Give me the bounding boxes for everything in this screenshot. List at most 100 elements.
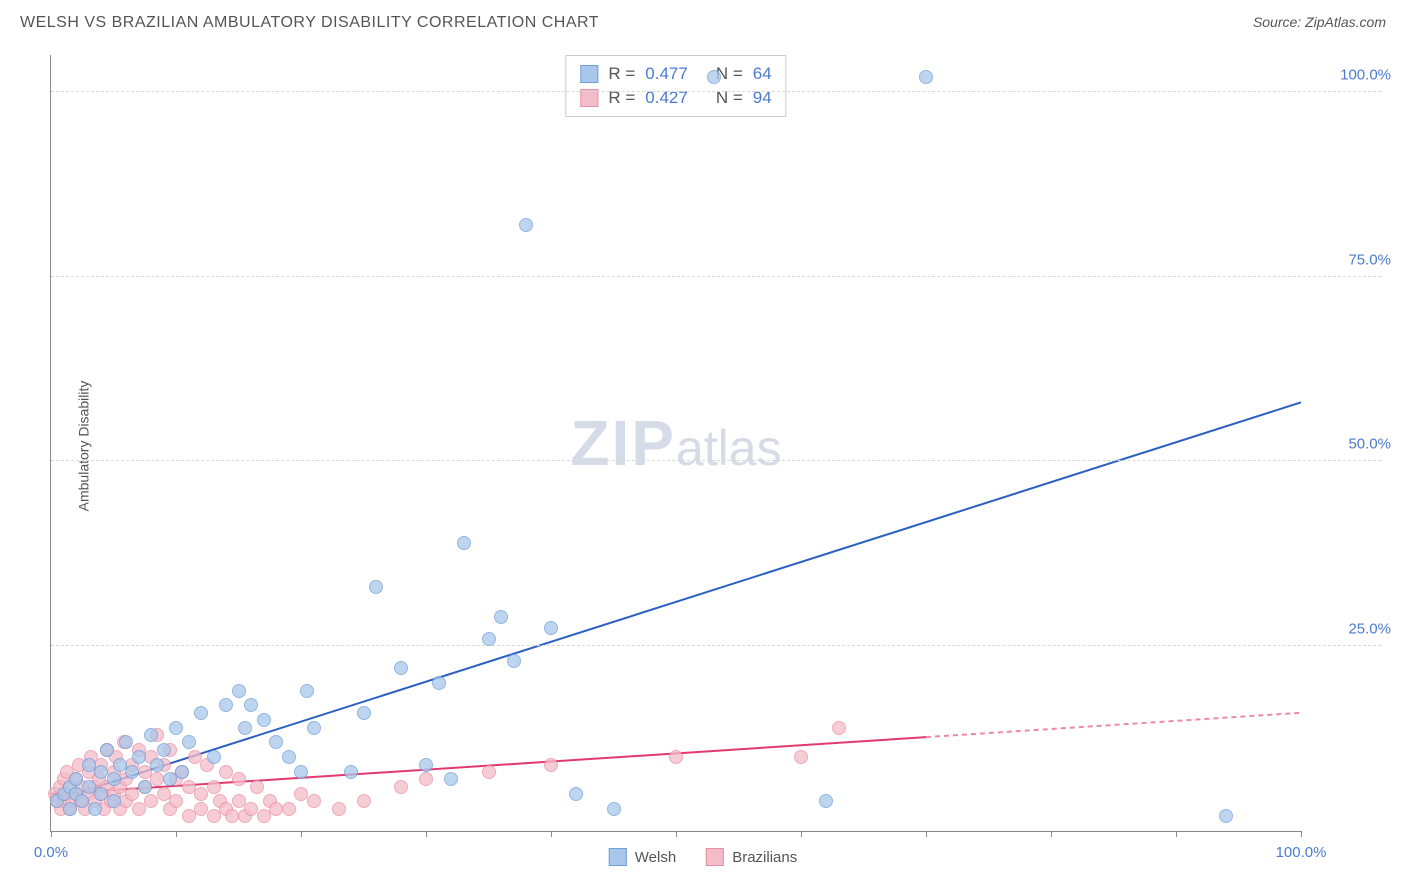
chart-source: Source: ZipAtlas.com — [1253, 14, 1386, 30]
scatter-point — [544, 621, 558, 635]
scatter-point — [482, 765, 496, 779]
scatter-point — [307, 721, 321, 735]
scatter-point — [132, 802, 146, 816]
scatter-point — [344, 765, 358, 779]
scatter-point — [832, 721, 846, 735]
scatter-point — [157, 743, 171, 757]
x-tick — [801, 831, 802, 837]
stats-row: R =0.477N =64 — [580, 62, 771, 86]
legend-swatch — [580, 65, 598, 83]
scatter-point — [444, 772, 458, 786]
scatter-point — [269, 735, 283, 749]
scatter-point — [107, 772, 121, 786]
x-tick — [51, 831, 52, 837]
x-tick — [426, 831, 427, 837]
scatter-point — [207, 750, 221, 764]
x-tick — [676, 831, 677, 837]
scatter-point — [119, 735, 133, 749]
scatter-point — [107, 794, 121, 808]
scatter-point — [394, 661, 408, 675]
scatter-point — [125, 787, 139, 801]
scatter-point — [707, 70, 721, 84]
scatter-point — [569, 787, 583, 801]
scatter-point — [194, 787, 208, 801]
trend-lines — [51, 55, 1301, 831]
scatter-point — [419, 758, 433, 772]
x-tick — [1176, 831, 1177, 837]
legend-label: Welsh — [635, 849, 676, 866]
plot-area: ZIPatlas R =0.477N =64R =0.427N =94 25.0… — [50, 55, 1301, 832]
gridline — [51, 276, 1381, 277]
x-tick — [176, 831, 177, 837]
scatter-point — [219, 698, 233, 712]
scatter-point — [300, 684, 314, 698]
scatter-point — [182, 735, 196, 749]
scatter-point — [250, 780, 264, 794]
scatter-point — [132, 750, 146, 764]
scatter-point — [282, 750, 296, 764]
scatter-point — [519, 218, 533, 232]
x-tick — [551, 831, 552, 837]
x-tick — [1301, 831, 1302, 837]
scatter-point — [207, 809, 221, 823]
y-tick-label: 25.0% — [1311, 621, 1391, 638]
scatter-point — [138, 780, 152, 794]
scatter-point — [175, 765, 189, 779]
scatter-point — [150, 758, 164, 772]
scatter-point — [244, 698, 258, 712]
scatter-point — [357, 706, 371, 720]
scatter-point — [507, 654, 521, 668]
scatter-point — [307, 794, 321, 808]
scatter-point — [232, 684, 246, 698]
scatter-point — [432, 676, 446, 690]
scatter-point — [794, 750, 808, 764]
watermark-main: ZIP — [570, 407, 676, 479]
scatter-point — [607, 802, 621, 816]
x-tick — [1051, 831, 1052, 837]
scatter-point — [332, 802, 346, 816]
scatter-point — [194, 706, 208, 720]
gridline — [51, 91, 1381, 92]
y-tick-label: 100.0% — [1311, 66, 1391, 83]
x-tick — [926, 831, 927, 837]
scatter-point — [294, 765, 308, 779]
scatter-point — [100, 743, 114, 757]
watermark-sub: atlas — [676, 420, 782, 476]
scatter-point — [819, 794, 833, 808]
scatter-point — [919, 70, 933, 84]
scatter-point — [144, 728, 158, 742]
scatter-point — [457, 536, 471, 550]
x-tick-label: 100.0% — [1276, 844, 1327, 861]
scatter-point — [544, 758, 558, 772]
x-tick — [301, 831, 302, 837]
legend-swatch — [609, 848, 627, 866]
scatter-point — [282, 802, 296, 816]
scatter-point — [144, 794, 158, 808]
scatter-point — [669, 750, 683, 764]
scatter-point — [163, 772, 177, 786]
scatter-point — [394, 780, 408, 794]
scatter-point — [169, 794, 183, 808]
legend-item: Welsh — [609, 848, 676, 866]
gridline — [51, 460, 1381, 461]
y-tick-label: 50.0% — [1311, 436, 1391, 453]
scatter-point — [169, 721, 183, 735]
trend-line-dashed — [926, 713, 1301, 737]
y-tick-label: 75.0% — [1311, 251, 1391, 268]
legend-item: Brazilians — [706, 848, 797, 866]
series-legend: Welsh Brazilians — [609, 848, 797, 866]
gridline — [51, 645, 1381, 646]
trend-line — [51, 402, 1301, 801]
legend-swatch — [706, 848, 724, 866]
stat-r-label: R = — [608, 64, 635, 84]
scatter-point — [419, 772, 433, 786]
stats-row: R =0.427N =94 — [580, 86, 771, 110]
scatter-point — [207, 780, 221, 794]
scatter-point — [357, 794, 371, 808]
x-tick-label: 0.0% — [34, 844, 68, 861]
scatter-point — [257, 809, 271, 823]
scatter-point — [182, 809, 196, 823]
stat-r-value: 0.477 — [645, 64, 688, 84]
stat-n-value: 64 — [753, 64, 772, 84]
scatter-point — [125, 765, 139, 779]
